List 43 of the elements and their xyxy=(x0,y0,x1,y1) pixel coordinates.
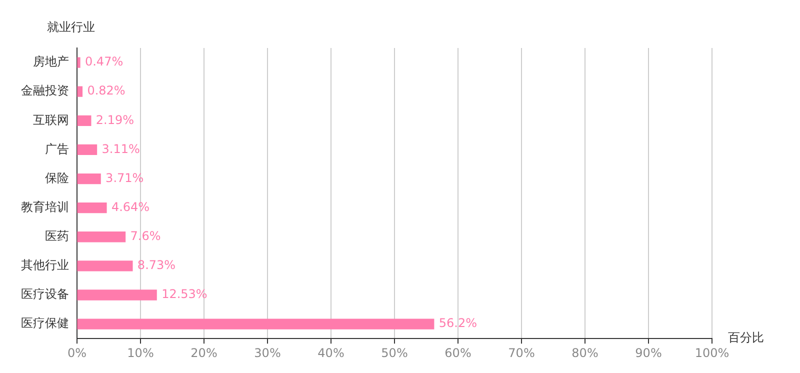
y-tick-label: 互联网 xyxy=(33,112,69,127)
y-tick-label: 医疗设备 xyxy=(21,287,69,302)
y-tick-label: 医疗保健 xyxy=(21,316,69,330)
bar xyxy=(77,202,107,214)
data-label: 0.47% xyxy=(84,54,124,69)
x-tick-label: 80% xyxy=(572,346,598,360)
data-label: 0.82% xyxy=(87,84,126,98)
y-tick-label: 广告 xyxy=(45,142,69,156)
x-tick-label: 20% xyxy=(190,346,218,360)
data-label: 56.2% xyxy=(438,316,477,330)
data-label: 8.73% xyxy=(137,258,176,272)
bar xyxy=(77,260,133,272)
x-tick-label: 30% xyxy=(254,346,281,360)
bar xyxy=(77,232,126,242)
data-label: 12.53% xyxy=(162,287,208,302)
bar xyxy=(77,86,83,97)
data-label: 4.64% xyxy=(111,200,150,214)
x-tick-label: 10% xyxy=(127,346,154,360)
bar xyxy=(77,144,98,156)
data-label: 7.6% xyxy=(130,229,161,244)
x-tick-label: 90% xyxy=(635,346,662,360)
bar xyxy=(77,318,434,330)
y-tick-label: 房地产 xyxy=(33,54,69,69)
data-label: 2.19% xyxy=(96,112,134,127)
x-tick-label: 50% xyxy=(381,346,408,360)
bar xyxy=(77,290,157,300)
y-axis-title: 就业行业 xyxy=(47,20,95,34)
data-label: 3.11% xyxy=(102,142,140,156)
x-tick-label: 60% xyxy=(444,346,472,360)
y-tick-label: 金融投资 xyxy=(21,84,69,98)
bar xyxy=(77,115,92,126)
x-tick-label: 100% xyxy=(694,346,730,360)
y-tick-label: 保险 xyxy=(45,170,69,185)
data-label: 3.71% xyxy=(106,170,144,185)
x-axis-title: 百分比 xyxy=(728,330,764,345)
bar xyxy=(77,57,80,68)
y-tick-label: 其他行业 xyxy=(21,258,69,272)
x-tick-label: 70% xyxy=(508,346,535,360)
y-tick-label: 教育培训 xyxy=(21,200,69,214)
x-tick-label: 0% xyxy=(67,346,87,360)
x-tick-label: 40% xyxy=(318,346,344,360)
bar xyxy=(77,173,101,184)
y-tick-label: 医药 xyxy=(45,229,69,244)
